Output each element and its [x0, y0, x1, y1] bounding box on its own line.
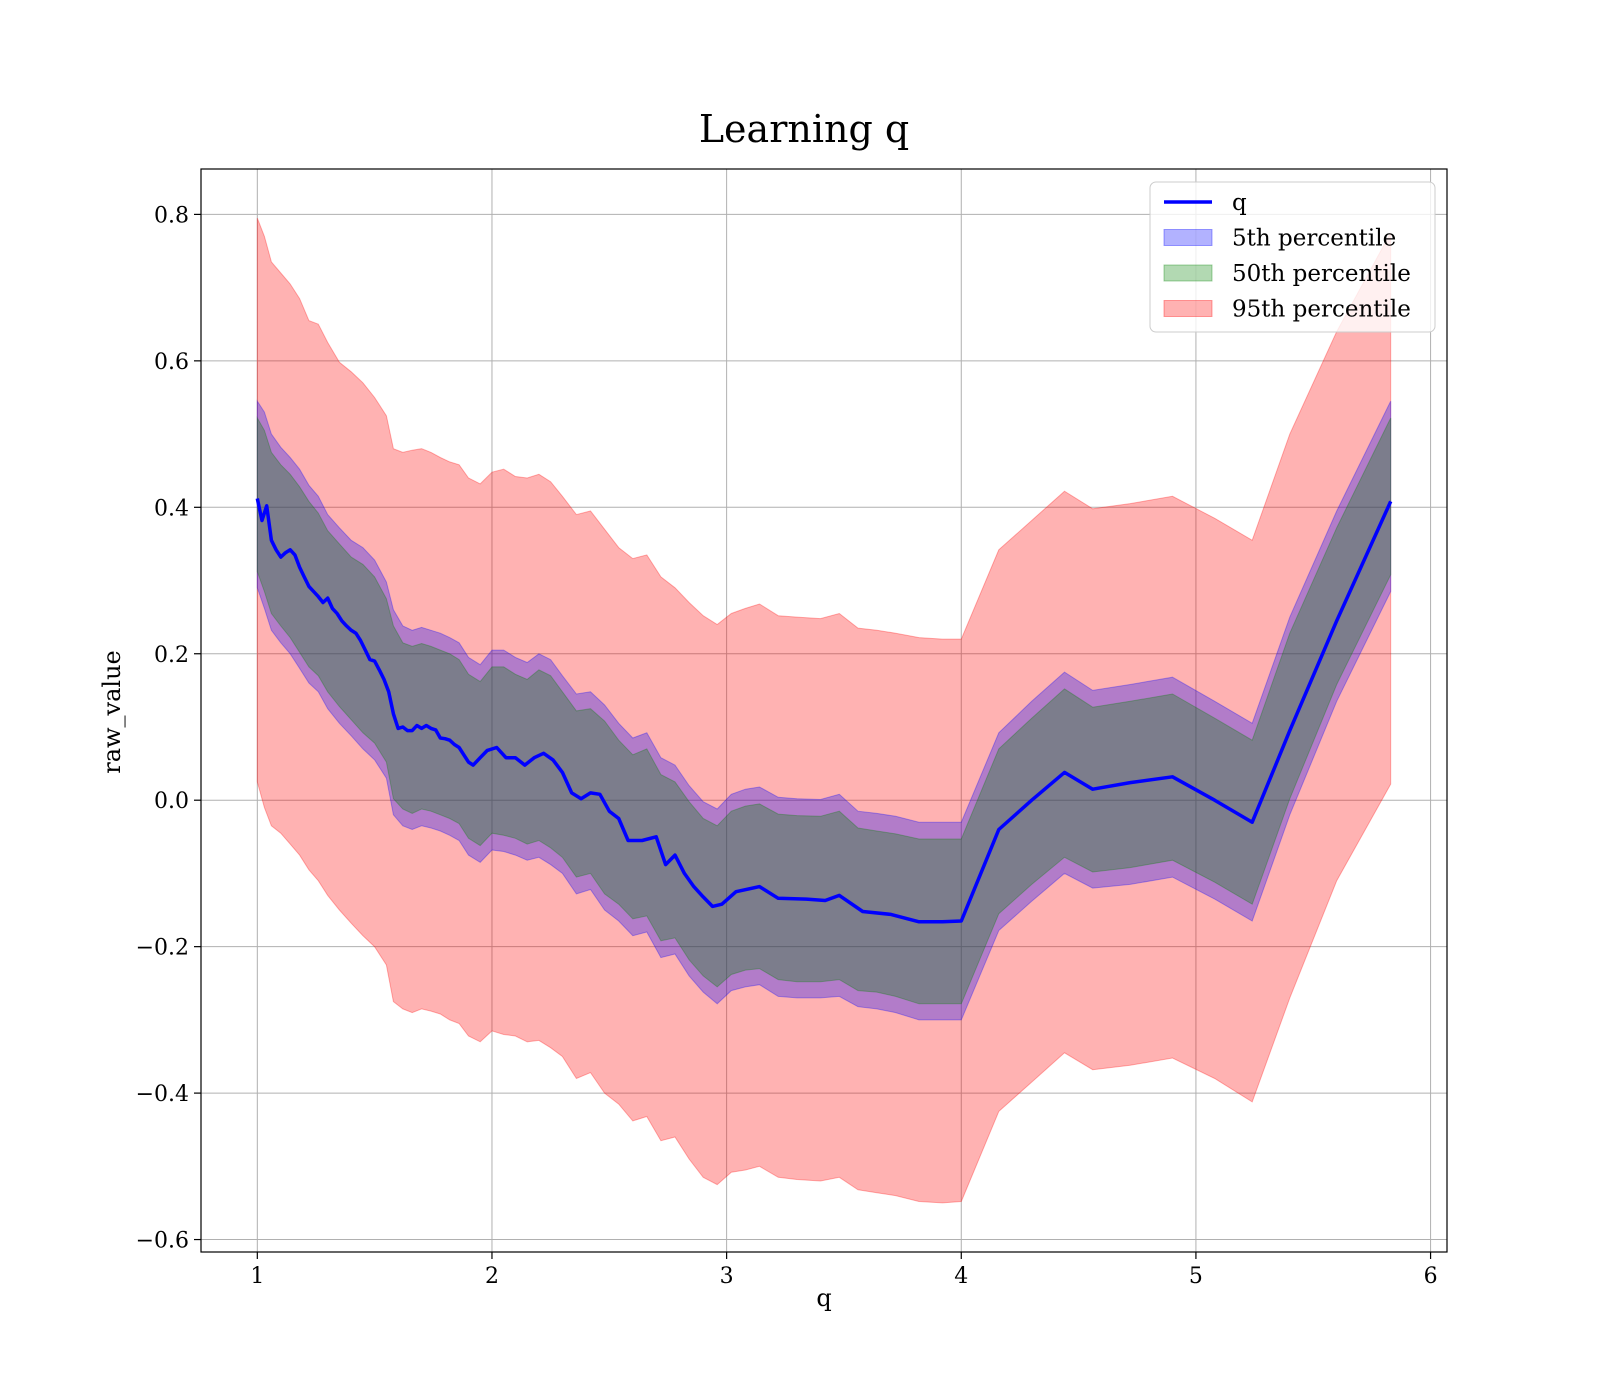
series-line-q [255, 498, 1393, 924]
legend-label: 95th percentile [1232, 297, 1411, 323]
legend-item: 5th percentile [1163, 226, 1396, 252]
y-tick-label: 0.6 [154, 350, 189, 375]
band-5th-percentile [256, 399, 1392, 1021]
y-tick-label: −0.6 [136, 1229, 189, 1254]
legend-item: 95th percentile [1163, 297, 1411, 323]
legend-patch-swatch [1163, 229, 1213, 246]
legend-label: q [1232, 190, 1247, 216]
x-tick-label: 2 [485, 1264, 499, 1289]
percentile-bands [256, 217, 1392, 1204]
chart-title: Learning q [699, 107, 909, 151]
legend: q 5th percentile 50th percentile 95th perce… [1149, 181, 1436, 333]
y-tick-label: −0.2 [136, 936, 189, 961]
legend-box [1149, 181, 1436, 333]
band-95th-percentile [256, 217, 1392, 1204]
x-tick-label: 4 [954, 1264, 968, 1289]
legend-patch-swatch [1163, 300, 1213, 317]
x-axis-label: q [816, 1284, 831, 1312]
x-tick-label: 3 [720, 1264, 734, 1289]
y-tick-label: −0.4 [136, 1082, 189, 1107]
y-tick-label: 0.0 [154, 789, 189, 814]
x-tick-label: 6 [1424, 1264, 1438, 1289]
x-tick-label: 5 [1189, 1264, 1203, 1289]
y-tick-label: 0.4 [154, 496, 189, 521]
grid-lines [201, 169, 1447, 1252]
series-lines [255, 498, 1393, 924]
legend-item: 50th percentile [1163, 261, 1411, 287]
plot-frame [200, 168, 1448, 1253]
y-tick-label: 0.2 [154, 643, 189, 668]
legend-label: 5th percentile [1232, 226, 1396, 252]
x-tick-label: 1 [250, 1264, 264, 1289]
y-axis-label: raw_value [98, 650, 126, 774]
legend-item: q [1164, 190, 1247, 216]
axis-ticks: 1 2 3 4 5 6 −0.6 −0.4 −0.2 0.0 0.2 0.4 0.6 0.8 [136, 203, 1438, 1289]
plot-area: 1 2 3 4 5 6 −0.6 −0.4 −0.2 0.0 0.2 0.4 0.6 0.8 [136, 168, 1448, 1289]
legend-patch-swatch [1163, 264, 1213, 282]
legend-label: 50th percentile [1232, 261, 1411, 287]
band-50th-percentile [256, 416, 1392, 1005]
y-tick-label: 0.8 [154, 203, 189, 228]
